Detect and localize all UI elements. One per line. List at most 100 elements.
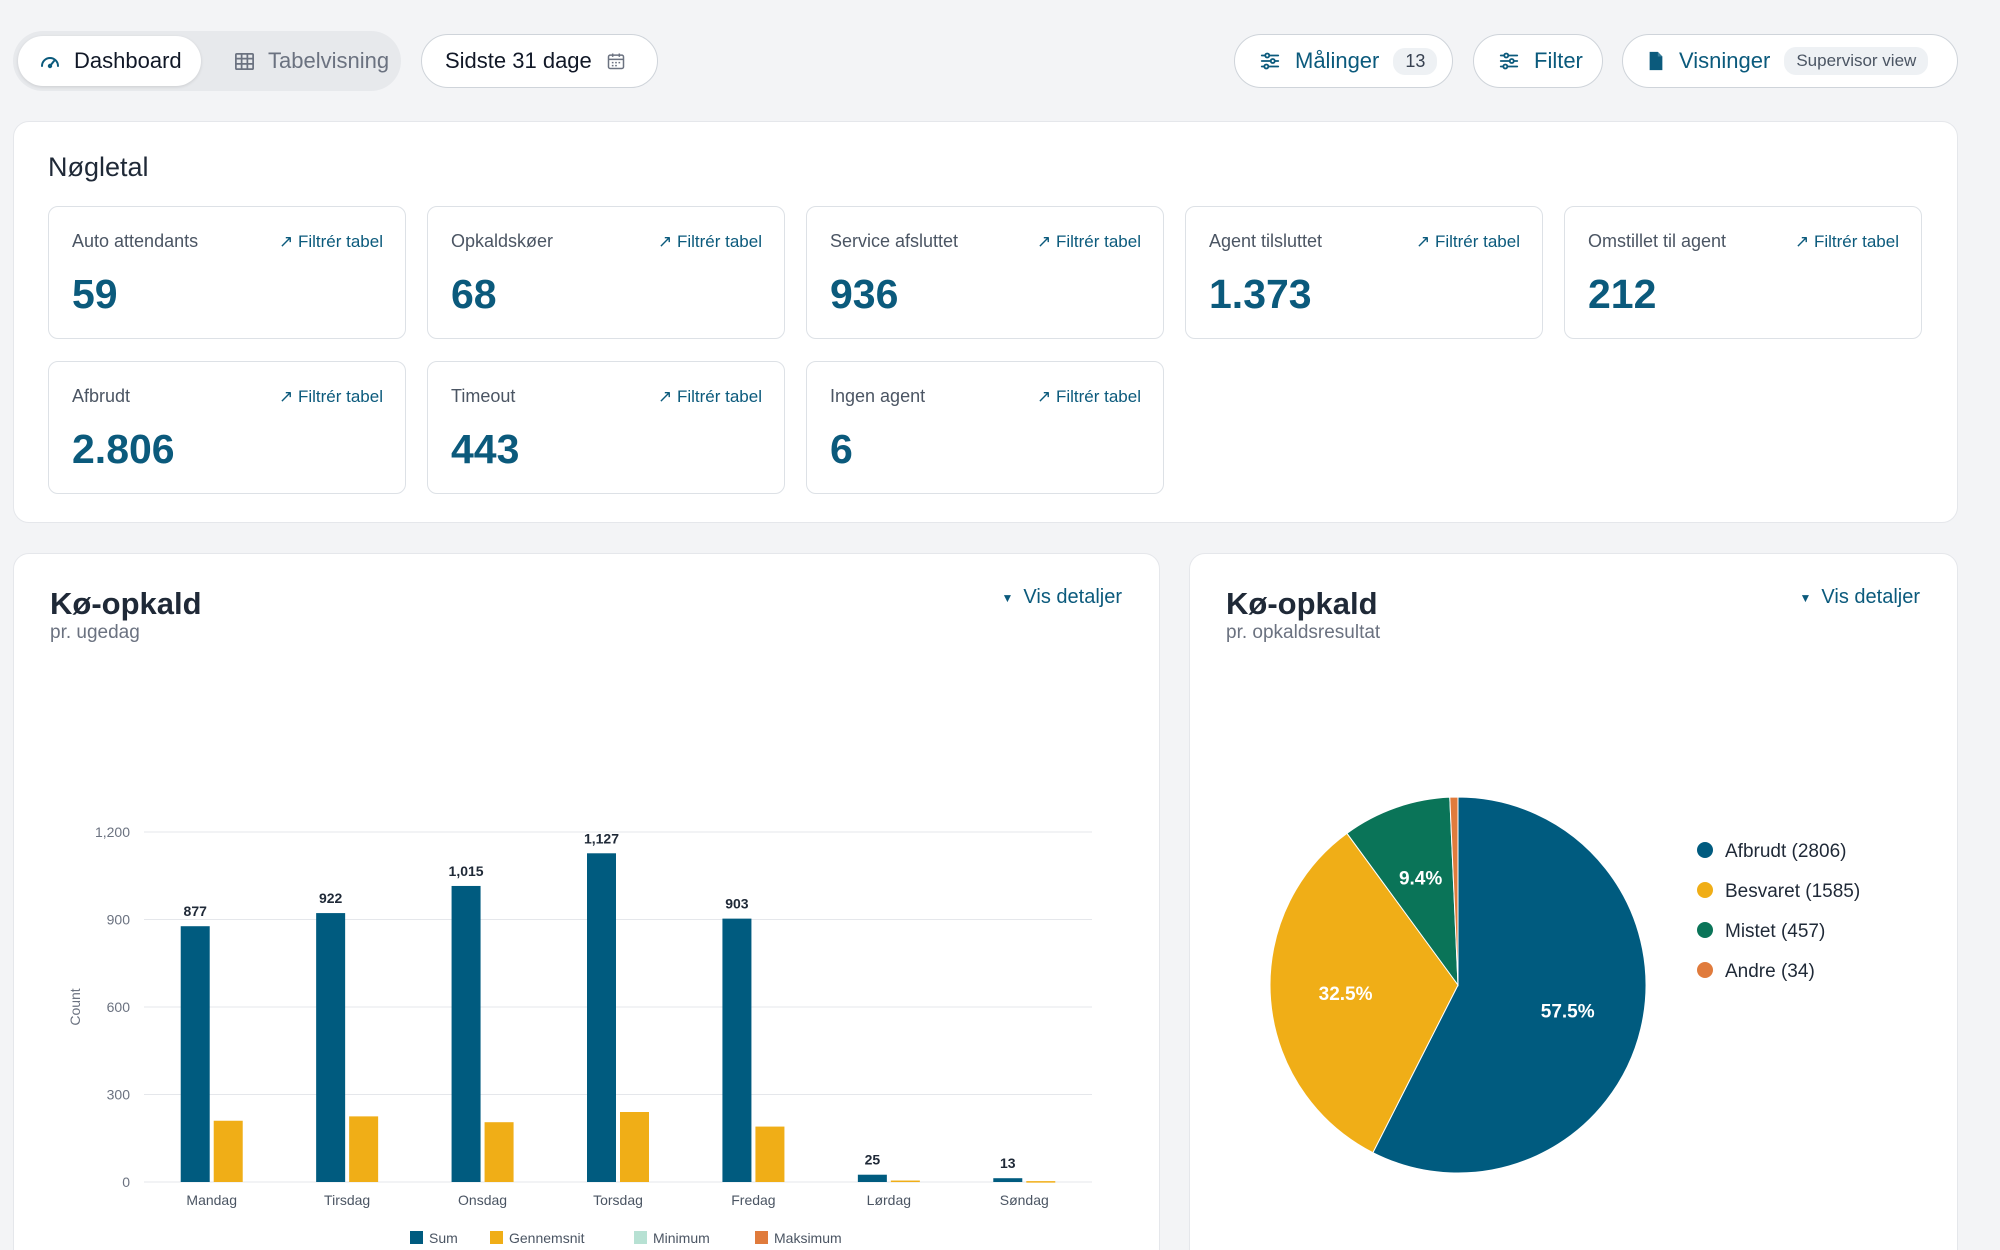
kpi-label: Timeout <box>451 386 516 406</box>
legend-label: Gennemsnit <box>509 1230 585 1246</box>
pie-slice-label: 9.4% <box>1399 869 1442 890</box>
filter-table-link[interactable]: ↗ Filtrér tabel <box>1795 232 1899 251</box>
x-tick-label: Onsdag <box>458 1192 507 1208</box>
filter-table-label: Filtrér tabel <box>1055 387 1141 406</box>
kpi-card: Afbrudt ↗ Filtrér tabel 2.806 <box>48 361 406 494</box>
bar-average <box>620 1112 649 1182</box>
kpi-value: 68 <box>451 271 497 317</box>
weekday-chart-card: Kø-opkald pr. ugedag ▼ Vis detaljer 0 300… <box>13 553 1160 1250</box>
legend-swatch <box>755 1231 768 1244</box>
filter-table-link[interactable]: ↗ Filtrér tabel <box>279 387 383 406</box>
y-tick-label: 300 <box>107 1087 131 1103</box>
pie-slice-label: 32.5% <box>1319 984 1373 1005</box>
kpi-card: Omstillet til agent ↗ Filtrér tabel 212 <box>1564 206 1922 339</box>
filter-table-link[interactable]: ↗ Filtrér tabel <box>658 232 762 251</box>
measures-button[interactable]: Målinger 13 <box>1234 34 1453 88</box>
kpi-panel: Nøgletal Auto attendants ↗ Filtrér tabel… <box>13 121 1958 523</box>
legend-dot <box>1697 962 1713 978</box>
kpi-value: 212 <box>1588 271 1657 317</box>
filter-table-link[interactable]: ↗ Filtrér tabel <box>1037 232 1141 251</box>
legend-swatch <box>634 1231 647 1244</box>
bar-value-label: 1,127 <box>584 830 619 846</box>
views-label: Visninger <box>1679 48 1771 73</box>
pie-slice <box>1372 796 1647 1174</box>
filter-label: Filter <box>1534 48 1583 73</box>
sliders-icon <box>1499 52 1519 70</box>
date-range-label: Sidste 31 dage <box>445 48 592 73</box>
views-button[interactable]: Visninger Supervisor view <box>1622 34 1958 88</box>
y-axis-label: Count <box>67 988 83 1025</box>
show-details-label: Vis detaljer <box>1023 586 1122 608</box>
bar-value-label: 1,015 <box>449 863 484 879</box>
legend-label: Mistet (457) <box>1725 921 1825 942</box>
show-details-toggle[interactable]: ▼ Vis detaljer <box>1800 586 1920 609</box>
kpi-value: 1.373 <box>1209 271 1312 317</box>
show-details-label: Vis detaljer <box>1821 586 1920 608</box>
filter-button[interactable]: Filter <box>1473 34 1603 88</box>
tab-table-view-label: Tabelvisning <box>268 48 390 73</box>
chart-subtitle: pr. opkaldsresultat <box>1226 622 1381 643</box>
caret-down-icon: ▼ <box>1001 590 1014 605</box>
filter-table-link[interactable]: ↗ Filtrér tabel <box>658 387 762 406</box>
kpi-card: Opkaldskøer ↗ Filtrér tabel 68 <box>427 206 785 339</box>
legend-dot <box>1697 922 1713 938</box>
bar-value-label: 877 <box>184 903 208 919</box>
x-tick-label: Mandag <box>186 1192 237 1208</box>
bar-sum <box>180 926 210 1182</box>
bar-sum <box>316 913 346 1182</box>
pie-slice <box>1346 796 1459 987</box>
date-range-picker[interactable]: Sidste 31 dage <box>421 34 658 88</box>
tab-dashboard[interactable]: Dashboard <box>18 36 201 86</box>
filter-table-label: Filtrér tabel <box>1055 232 1141 251</box>
filter-table-link[interactable]: ↗ Filtrér tabel <box>1416 232 1520 251</box>
kpi-value: 2.806 <box>72 426 175 472</box>
filter-table-label: Filtrér tabel <box>297 387 383 406</box>
tab-table-view[interactable]: Tabelvisning <box>213 36 393 86</box>
pie-slice-label: 57.5% <box>1541 1001 1595 1022</box>
legend-label: Andre (34) <box>1725 961 1815 982</box>
filter-table-link[interactable]: ↗ Filtrér tabel <box>1037 387 1141 406</box>
bar-sum <box>587 853 616 1182</box>
bar-sum <box>451 885 481 1182</box>
x-tick-label: Torsdag <box>593 1192 643 1208</box>
pie-chart: 57.5% 32.5% 9.4% Afbrudt (2806) Besvaret (15… <box>1269 796 1860 1174</box>
kpi-label: Omstillet til agent <box>1588 231 1727 251</box>
table-icon <box>235 52 254 70</box>
view-switcher: Dashboard Tabelvisning <box>13 31 401 91</box>
pie-slice <box>1449 796 1459 986</box>
bar-average <box>890 1180 920 1183</box>
legend-label: Maksimum <box>774 1230 842 1246</box>
bar-value-label: 903 <box>725 896 749 912</box>
kpi-card: Service afsluttet ↗ Filtrér tabel 936 <box>806 206 1164 339</box>
bar-sum <box>993 1178 1023 1182</box>
gauge-icon <box>41 57 59 69</box>
filter-table-label: Filtrér tabel <box>1434 232 1520 251</box>
top-toolbar: Dashboard Tabelvisning Sidste 31 dage Må… <box>13 31 1960 91</box>
bar-average <box>755 1126 785 1182</box>
bar-average <box>1026 1181 1056 1183</box>
chart-title: Kø-opkald <box>1226 586 1378 621</box>
chart-title: Kø-opkald <box>50 586 202 621</box>
chart-subtitle: pr. ugedag <box>50 622 140 643</box>
bar-average <box>213 1120 243 1182</box>
kpi-label: Afbrudt <box>72 386 131 406</box>
measures-count-badge: 13 <box>1393 47 1438 75</box>
bar-value-label: 922 <box>319 890 343 906</box>
x-tick-label: Lørdag <box>867 1192 911 1208</box>
filter-table-link[interactable]: ↗ Filtrér tabel <box>279 232 383 251</box>
filter-table-label: Filtrér tabel <box>297 232 383 251</box>
document-icon <box>1649 51 1663 71</box>
show-details-toggle[interactable]: ▼ Vis detaljer <box>1002 586 1122 609</box>
kpi-value: 6 <box>830 426 853 472</box>
y-tick-label: 600 <box>107 999 131 1015</box>
kpi-label: Opkaldskøer <box>451 231 554 251</box>
bar-average <box>484 1122 514 1182</box>
bar-chart: 0 300 600 900 1,200 Count 877 Mandag 922 Tirsdag 1… <box>67 824 1092 1246</box>
caret-down-icon: ▼ <box>1799 590 1812 605</box>
x-tick-label: Søndag <box>1000 1192 1049 1208</box>
bar-sum <box>722 918 752 1182</box>
kpi-value: 936 <box>830 271 899 317</box>
y-tick-label: 0 <box>122 1174 130 1190</box>
kpi-card: Agent tilsluttet ↗ Filtrér tabel 1.373 <box>1185 206 1543 339</box>
legend-dot <box>1697 842 1713 858</box>
